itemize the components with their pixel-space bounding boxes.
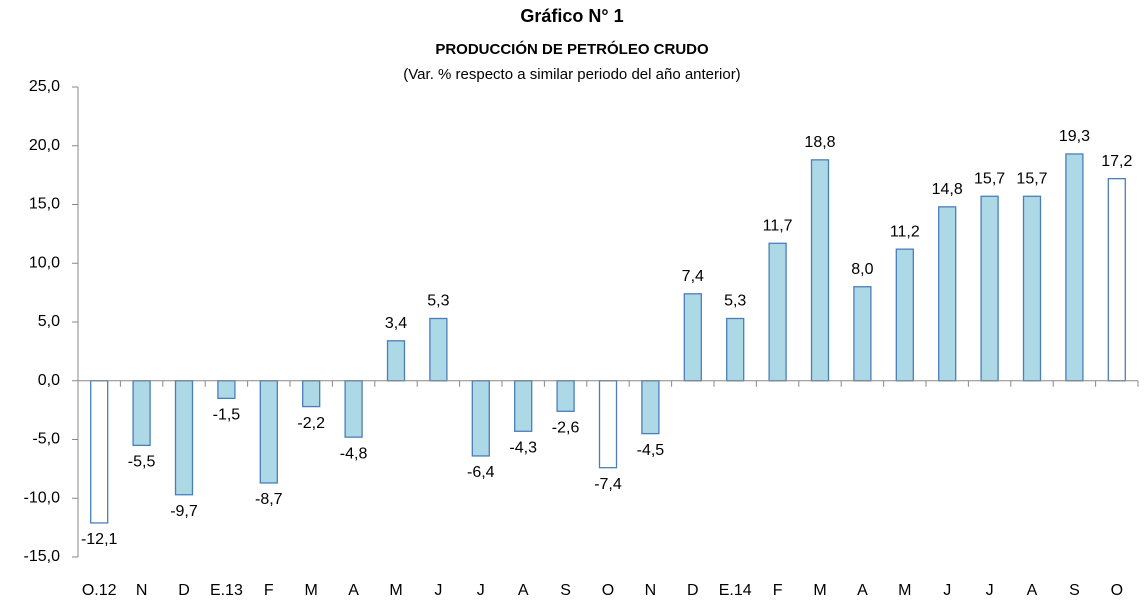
x-tick-label: J [434, 582, 442, 599]
x-tick-label: D [687, 582, 699, 599]
bar [429, 317, 448, 382]
bar [302, 380, 321, 408]
bar [90, 380, 109, 524]
value-label: -9,7 [170, 503, 198, 520]
x-tick-label: E.14 [719, 582, 752, 599]
x-tick-label: F [773, 582, 783, 599]
x-tick-label: S [1069, 582, 1080, 599]
x-tick-label: J [477, 582, 485, 599]
x-tick-label: J [986, 582, 994, 599]
bar [895, 248, 914, 382]
value-label: 3,4 [385, 315, 407, 332]
bar [1065, 153, 1084, 382]
y-tick-label: 15,0 [29, 196, 60, 213]
x-tick-label: M [389, 582, 402, 599]
y-tick-label: 5,0 [38, 313, 60, 330]
value-label: 11,7 [763, 217, 793, 234]
value-label: -8,7 [255, 491, 283, 508]
bar [1107, 177, 1126, 382]
bar [132, 380, 151, 447]
value-label: -2,2 [297, 415, 325, 432]
bar [641, 380, 660, 435]
bar [726, 317, 745, 382]
bar [514, 380, 533, 432]
y-tick-label: 20,0 [29, 137, 60, 154]
value-label: -5,5 [128, 454, 156, 471]
value-label: 18,8 [804, 134, 835, 151]
x-tick-label: A [518, 582, 529, 599]
x-tick-label: O.12 [82, 582, 117, 599]
y-tick-label: -10,0 [24, 489, 61, 506]
value-label: 15,7 [1016, 170, 1047, 187]
bar [853, 286, 872, 382]
x-tick-label: O [1111, 582, 1123, 599]
value-label: 11,2 [890, 223, 920, 240]
value-label: 17,2 [1101, 153, 1132, 170]
bar [217, 380, 236, 400]
x-tick-label: A [857, 582, 868, 599]
value-label: -4,8 [340, 445, 368, 462]
x-tick-label: D [178, 582, 190, 599]
bar [259, 380, 278, 484]
bar [810, 159, 830, 382]
bar [386, 340, 406, 382]
value-label: -4,3 [509, 439, 537, 456]
bar [471, 380, 490, 457]
value-label: 19,3 [1059, 128, 1090, 145]
chart-note: (Var. % respecto a similar periodo del a… [403, 66, 740, 83]
y-tick-label: 0,0 [38, 372, 60, 389]
value-label: -2,6 [552, 420, 580, 437]
bar [344, 380, 363, 438]
x-tick-label: N [136, 582, 148, 599]
value-label: 14,8 [932, 181, 963, 198]
x-tick-label: M [305, 582, 318, 599]
bar [174, 380, 194, 496]
value-label: 15,7 [974, 170, 1005, 187]
value-label: 8,0 [851, 261, 873, 278]
x-tick-label: N [645, 582, 657, 599]
y-tick-label: 10,0 [29, 254, 60, 271]
y-tick-label: -5,0 [32, 431, 60, 448]
chart-title: Gráfico N° 1 [520, 6, 623, 26]
x-tick-label: F [264, 582, 274, 599]
value-label: -1,5 [213, 407, 241, 424]
value-label: -7,4 [594, 476, 622, 493]
bar [768, 242, 787, 382]
value-label: 5,3 [724, 293, 746, 310]
bar [980, 195, 999, 382]
bar [556, 380, 575, 412]
value-label: -6,4 [467, 464, 495, 481]
value-label: 5,3 [427, 293, 449, 310]
bar [683, 293, 702, 382]
y-tick-label: 25,0 [29, 78, 60, 95]
x-tick-label: A [1027, 582, 1038, 599]
x-tick-label: A [348, 582, 359, 599]
x-tick-label: O [602, 582, 614, 599]
value-label: 7,4 [682, 268, 704, 285]
value-label: -12,1 [81, 531, 118, 548]
x-tick-label: M [813, 582, 826, 599]
y-tick-label: -15,0 [24, 548, 61, 565]
x-tick-label: E.13 [210, 582, 243, 599]
x-tick-label: S [560, 582, 571, 599]
bar [598, 380, 618, 469]
x-tick-label: J [943, 582, 951, 599]
bar [938, 206, 957, 382]
value-label: -4,5 [637, 442, 665, 459]
chart-subtitle: PRODUCCIÓN DE PETRÓLEO CRUDO [435, 40, 709, 58]
bar [1022, 195, 1042, 382]
x-tick-label: M [898, 582, 911, 599]
